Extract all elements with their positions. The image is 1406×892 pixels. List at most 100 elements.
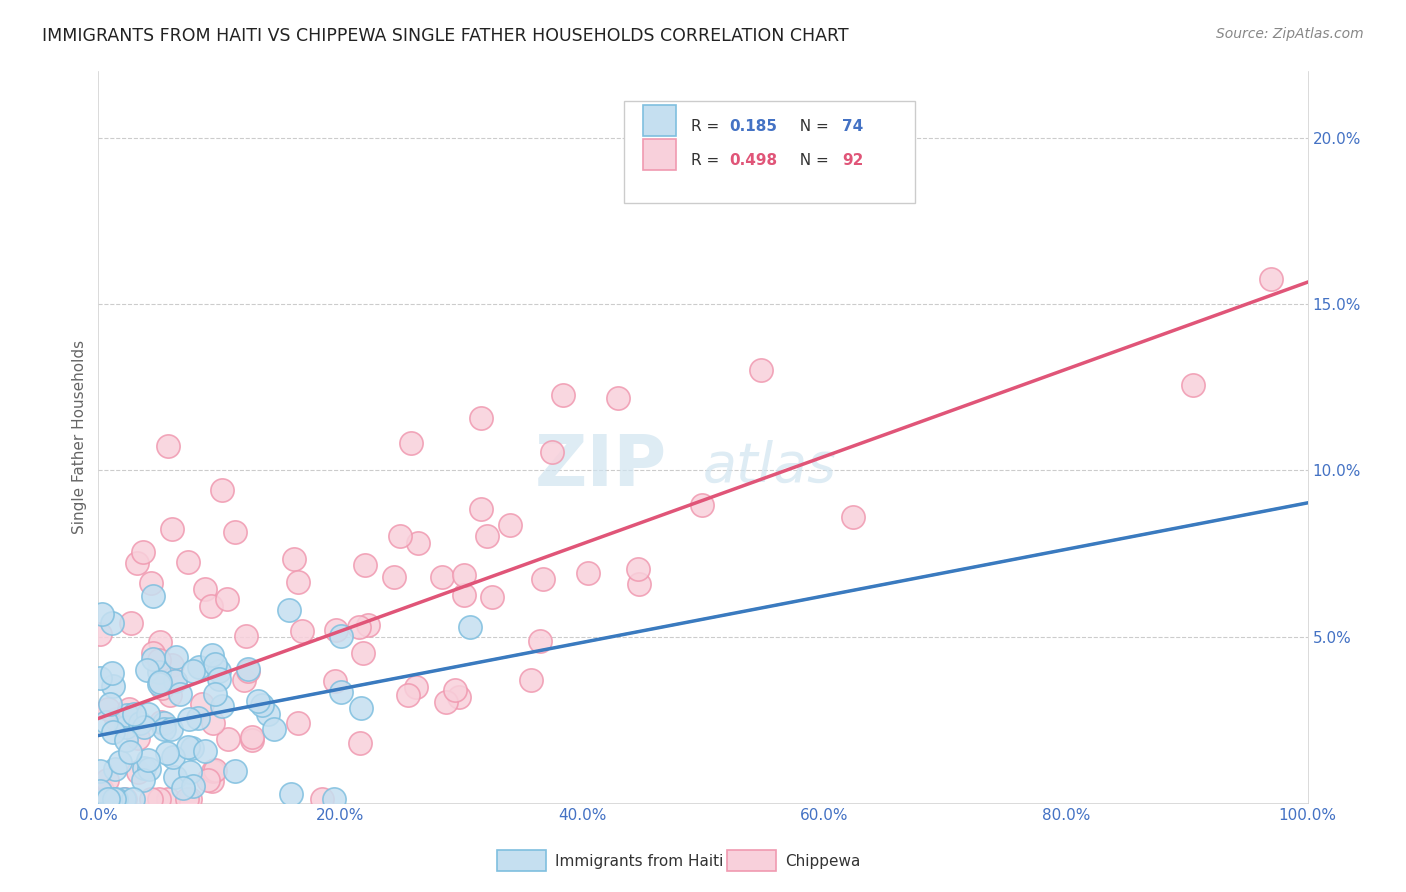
Text: IMMIGRANTS FROM HAITI VS CHIPPEWA SINGLE FATHER HOUSEHOLDS CORRELATION CHART: IMMIGRANTS FROM HAITI VS CHIPPEWA SINGLE… [42, 27, 849, 45]
Point [101, 615, 124, 630]
Point [148, 676, 170, 690]
Point [118, 702, 141, 716]
Text: 74: 74 [842, 119, 863, 134]
Point [238, 664, 260, 678]
Point [749, 362, 772, 376]
Point [453, 568, 475, 582]
Text: 92: 92 [842, 153, 863, 168]
Point [134, 720, 156, 734]
Point [250, 698, 273, 713]
Text: atlas: atlas [703, 440, 837, 493]
Point [183, 779, 205, 793]
Point [447, 690, 470, 705]
Point [211, 699, 233, 714]
Point [405, 680, 427, 694]
Point [347, 620, 370, 634]
Point [122, 706, 145, 721]
Point [165, 770, 187, 784]
Point [165, 674, 187, 689]
Point [311, 792, 333, 806]
Point [136, 706, 159, 721]
Bar [643, 105, 676, 136]
Point [97, 702, 120, 716]
Point [127, 764, 149, 779]
Point [121, 792, 143, 806]
Point [458, 620, 481, 634]
Point [202, 764, 225, 778]
Point [115, 720, 138, 734]
Bar [643, 139, 676, 170]
Point [382, 570, 405, 584]
Point [153, 722, 176, 736]
Point [541, 445, 564, 459]
Point [142, 652, 165, 666]
Point [399, 436, 422, 450]
Point [201, 648, 224, 663]
Point [194, 743, 217, 757]
Point [430, 570, 453, 584]
Point [148, 653, 170, 667]
Point [396, 688, 419, 702]
Point [142, 646, 165, 660]
Point [89, 672, 111, 686]
Text: R =: R = [690, 153, 724, 168]
Point [141, 792, 163, 806]
Point [108, 755, 131, 769]
Point [211, 483, 233, 498]
Point [187, 659, 209, 673]
Point [350, 700, 373, 714]
Point [841, 510, 863, 524]
Point [278, 603, 301, 617]
Point [224, 764, 246, 779]
Text: R =: R = [690, 119, 724, 134]
Point [98, 697, 121, 711]
Point [132, 545, 155, 559]
Point [156, 439, 179, 453]
Point [246, 694, 269, 708]
Point [235, 629, 257, 643]
Point [257, 706, 280, 721]
Point [287, 716, 309, 731]
Point [470, 501, 492, 516]
Point [160, 657, 183, 672]
Text: 0.185: 0.185 [730, 119, 778, 134]
Point [498, 518, 520, 533]
Point [179, 792, 201, 806]
Point [357, 618, 380, 632]
Point [115, 732, 138, 747]
Point [200, 774, 222, 789]
Point [208, 664, 231, 678]
Point [148, 665, 170, 680]
Point [529, 634, 551, 648]
Point [97, 792, 120, 806]
Point [240, 732, 263, 747]
Point [149, 635, 172, 649]
Point [91, 783, 114, 797]
Text: N =: N = [790, 119, 834, 134]
Point [179, 765, 201, 780]
Text: Immigrants from Haiti: Immigrants from Haiti [555, 854, 724, 869]
Point [217, 731, 239, 746]
Point [136, 753, 159, 767]
Point [444, 683, 467, 698]
Point [112, 792, 135, 806]
Point [236, 662, 259, 676]
Point [280, 787, 302, 801]
Bar [727, 850, 776, 871]
Point [159, 688, 181, 702]
Point [531, 572, 554, 586]
Point [89, 627, 111, 641]
Point [200, 599, 222, 614]
Point [90, 792, 112, 806]
Point [91, 607, 114, 621]
Point [627, 562, 650, 576]
Point [176, 792, 198, 806]
Point [96, 773, 118, 788]
Point [1182, 378, 1205, 392]
Point [118, 745, 141, 759]
Point [1260, 272, 1282, 286]
Text: Chippewa: Chippewa [785, 854, 860, 869]
Point [287, 575, 309, 590]
Point [349, 736, 371, 750]
Point [172, 780, 194, 795]
